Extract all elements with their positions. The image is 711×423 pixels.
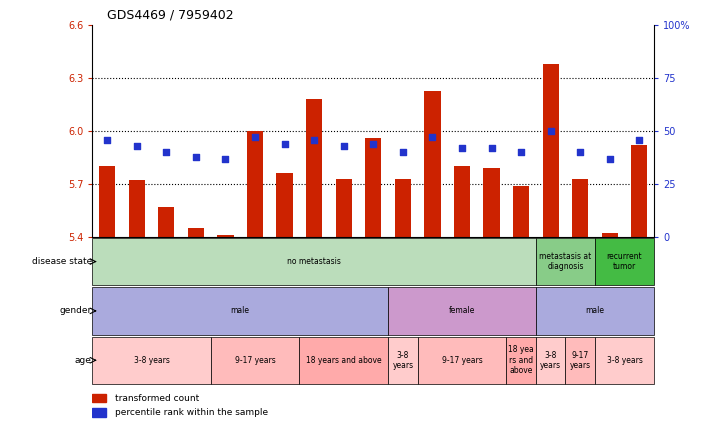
Bar bbox=[92, 287, 388, 335]
Bar bbox=[365, 138, 381, 237]
Text: 3-8 years: 3-8 years bbox=[606, 356, 643, 365]
Bar bbox=[631, 145, 648, 237]
Text: age: age bbox=[75, 356, 92, 365]
Bar bbox=[247, 131, 263, 237]
Text: 9-17 years: 9-17 years bbox=[442, 356, 482, 365]
Bar bbox=[388, 287, 536, 335]
Bar bbox=[99, 166, 115, 237]
Bar bbox=[417, 337, 506, 384]
Bar bbox=[595, 337, 654, 384]
Point bbox=[161, 149, 172, 156]
Point bbox=[456, 145, 468, 151]
Bar bbox=[388, 337, 417, 384]
Text: female: female bbox=[449, 306, 475, 316]
Bar bbox=[542, 64, 559, 237]
Point bbox=[131, 143, 142, 149]
Bar bbox=[299, 337, 388, 384]
Text: 18 years and above: 18 years and above bbox=[306, 356, 382, 365]
Bar bbox=[395, 179, 411, 237]
Text: disease state: disease state bbox=[31, 257, 92, 266]
Point bbox=[338, 143, 349, 149]
Point bbox=[250, 134, 261, 141]
Text: recurrent
tumor: recurrent tumor bbox=[606, 252, 642, 271]
Bar bbox=[424, 91, 441, 237]
Bar bbox=[483, 168, 500, 237]
Point bbox=[486, 145, 497, 151]
Point bbox=[545, 128, 556, 135]
Bar bbox=[210, 337, 299, 384]
Bar bbox=[336, 179, 352, 237]
Bar bbox=[454, 166, 470, 237]
Bar bbox=[595, 238, 654, 285]
Point bbox=[102, 136, 113, 143]
Text: transformed count: transformed count bbox=[115, 393, 199, 403]
Bar bbox=[277, 173, 293, 237]
Point bbox=[309, 136, 320, 143]
Bar bbox=[565, 337, 595, 384]
Text: 18 yea
rs and
above: 18 yea rs and above bbox=[508, 345, 534, 375]
Point bbox=[604, 155, 616, 162]
Bar bbox=[129, 181, 145, 237]
Bar bbox=[572, 179, 588, 237]
Text: 3-8 years: 3-8 years bbox=[134, 356, 169, 365]
Text: no metastasis: no metastasis bbox=[287, 257, 341, 266]
Text: metastasis at
diagnosis: metastasis at diagnosis bbox=[540, 252, 592, 271]
Point bbox=[279, 140, 290, 147]
Text: 9-17
years: 9-17 years bbox=[570, 351, 591, 370]
Point bbox=[574, 149, 586, 156]
Point bbox=[515, 149, 527, 156]
Point bbox=[634, 136, 645, 143]
Text: 3-8
years: 3-8 years bbox=[540, 351, 561, 370]
Text: male: male bbox=[231, 306, 250, 316]
Bar bbox=[536, 238, 595, 285]
Bar bbox=[602, 233, 618, 237]
Bar bbox=[92, 409, 107, 417]
Bar bbox=[513, 186, 529, 237]
Bar bbox=[188, 228, 204, 237]
Text: GDS4469 / 7959402: GDS4469 / 7959402 bbox=[107, 8, 233, 21]
Point bbox=[191, 153, 202, 160]
Bar bbox=[506, 337, 536, 384]
Bar bbox=[159, 207, 174, 237]
Text: 9-17 years: 9-17 years bbox=[235, 356, 275, 365]
Point bbox=[427, 134, 438, 141]
Bar bbox=[92, 238, 536, 285]
Point bbox=[220, 155, 231, 162]
Point bbox=[397, 149, 409, 156]
Bar bbox=[92, 393, 107, 403]
Text: percentile rank within the sample: percentile rank within the sample bbox=[115, 408, 268, 418]
Bar bbox=[306, 99, 322, 237]
Bar bbox=[536, 287, 654, 335]
Bar bbox=[218, 235, 234, 237]
Bar bbox=[536, 337, 565, 384]
Point bbox=[368, 140, 379, 147]
Text: gender: gender bbox=[60, 306, 92, 316]
Text: 3-8
years: 3-8 years bbox=[392, 351, 413, 370]
Bar bbox=[92, 337, 210, 384]
Text: male: male bbox=[585, 306, 604, 316]
